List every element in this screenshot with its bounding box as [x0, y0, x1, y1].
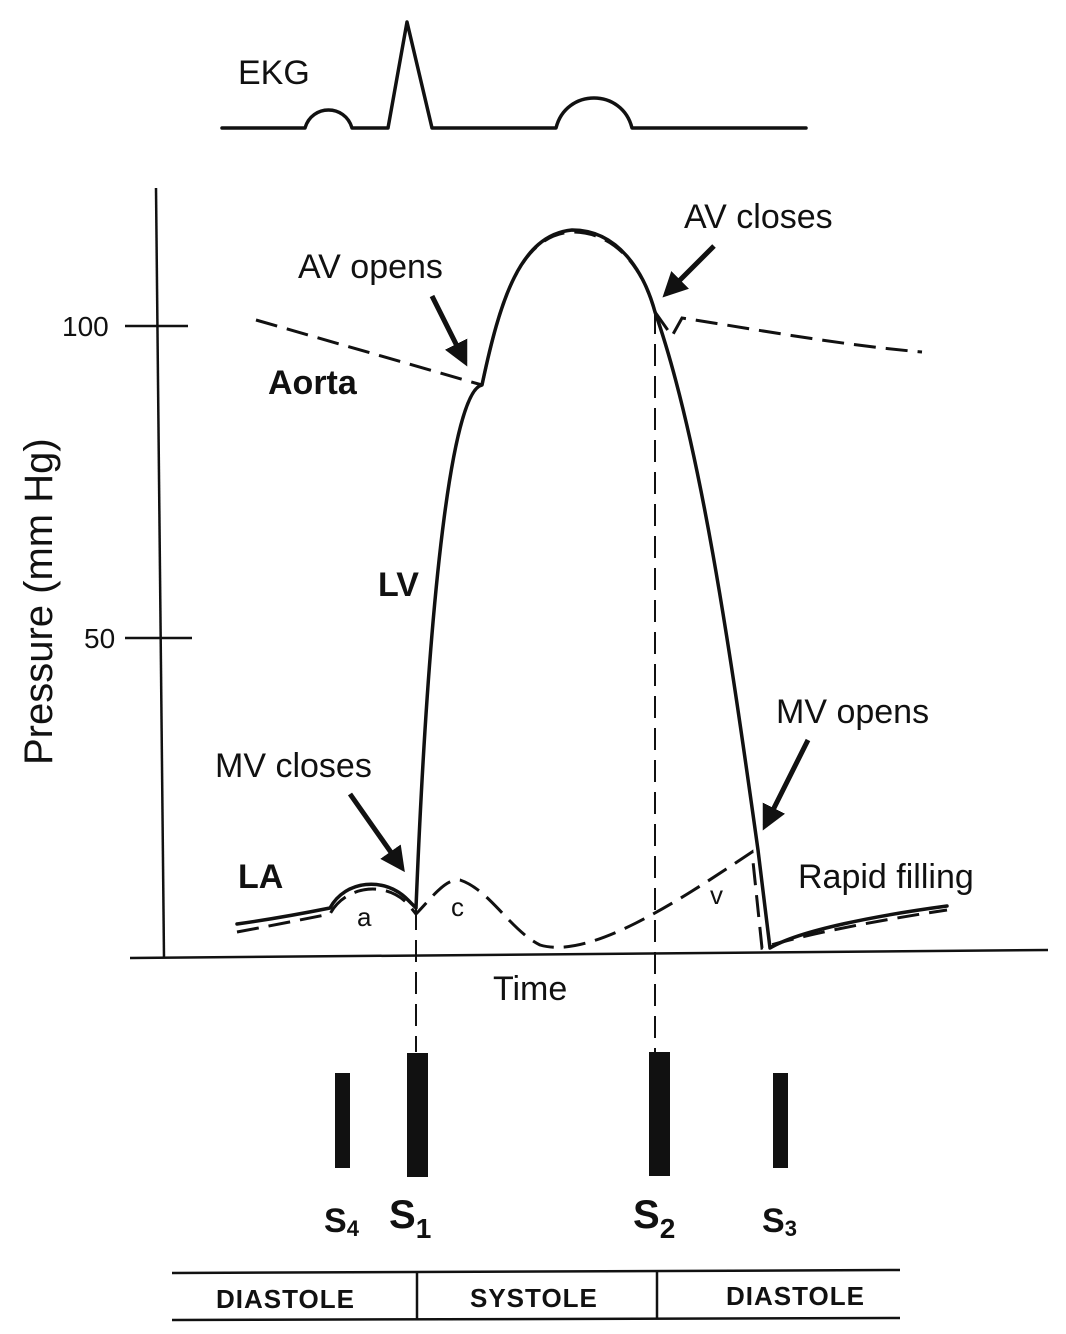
mv-opens-arrow — [762, 738, 811, 831]
la-curve — [236, 849, 948, 951]
mv-closes-label: MV closes — [215, 747, 372, 785]
mv-closes-arrow — [347, 792, 405, 873]
y-tick-label-100: 100 — [62, 311, 109, 342]
lv-curve — [235, 228, 949, 950]
av-closes-arrow — [662, 244, 716, 298]
aorta-curve-after-av-close — [653, 311, 923, 354]
a-wave-label: a — [357, 902, 372, 932]
s3-label: S3 — [762, 1202, 797, 1241]
aorta-curve-systole — [480, 230, 657, 386]
y-axis-label: Pressure (mm Hg) — [17, 438, 61, 765]
av-opens-label: AV opens — [298, 248, 443, 286]
s2-label: S2 — [633, 1193, 675, 1244]
rapid-filling-label: Rapid filling — [798, 858, 974, 896]
ekg-label: EKG — [238, 54, 310, 92]
s4-bar — [335, 1073, 350, 1168]
s4-label: S4 — [324, 1202, 360, 1241]
aorta-curve-diastole — [255, 318, 483, 387]
aorta-label: Aorta — [268, 364, 358, 402]
s1-bar — [407, 1053, 428, 1177]
phase-bar-bottom — [171, 1316, 901, 1322]
av-opens-arrow — [429, 294, 468, 367]
x-axis-label: Time — [493, 970, 567, 1008]
s2-bar — [649, 1052, 670, 1176]
phase-diastole-2: DIASTOLE — [726, 1281, 865, 1311]
la-label: LA — [238, 858, 283, 896]
s3-bar — [773, 1073, 788, 1168]
s1-label: S1 — [389, 1193, 431, 1244]
av-closes-label: AV closes — [684, 198, 833, 236]
phase-diastole-1: DIASTOLE — [216, 1284, 355, 1314]
ekg-trace — [220, 20, 808, 130]
v-wave-label: v — [710, 880, 723, 910]
phase-bar-top — [171, 1268, 901, 1275]
y-axis — [154, 187, 166, 959]
phase-systole: SYSTOLE — [470, 1283, 598, 1313]
lv-label: LV — [378, 566, 419, 604]
x-axis — [129, 948, 1049, 960]
y-tick-label-50: 50 — [84, 623, 115, 654]
mv-opens-label: MV opens — [776, 693, 929, 731]
c-wave-label: c — [451, 892, 464, 922]
